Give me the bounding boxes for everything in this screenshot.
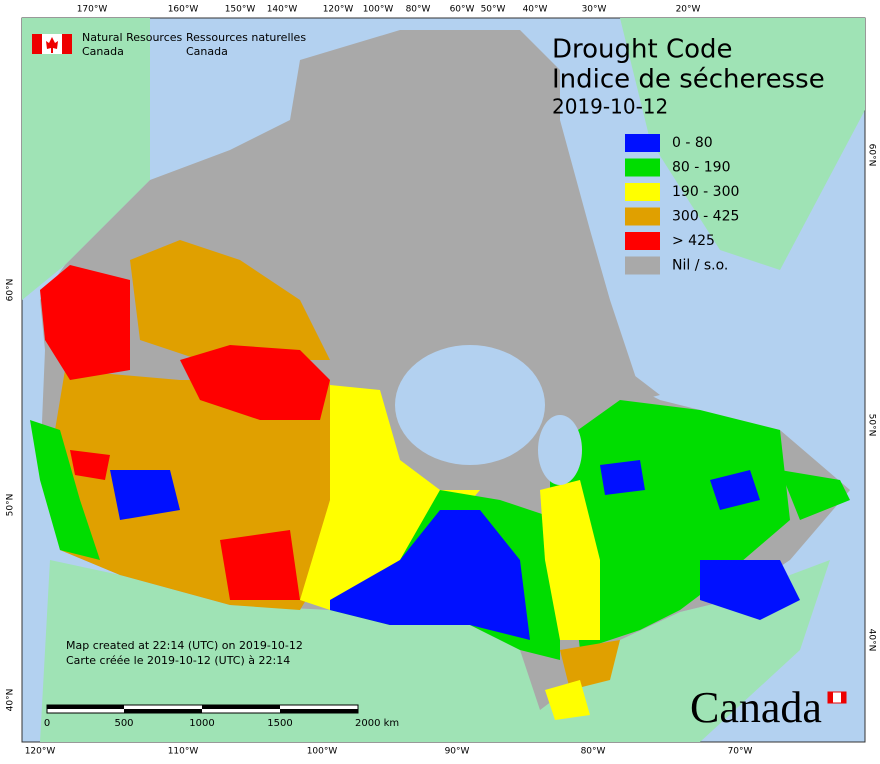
drought-zone [300, 385, 480, 610]
drought-zone [70, 450, 110, 480]
lon-label: 140°W [267, 5, 298, 15]
drought-zone [130, 240, 330, 360]
lon-label: 100°W [307, 747, 338, 757]
scale-label: 500 [114, 718, 133, 729]
scale-seg [124, 709, 202, 713]
lat-label: 40°N [6, 689, 16, 712]
date: 2019-10-12 [552, 95, 668, 119]
drought-zone [560, 640, 620, 690]
hudson-bay [395, 345, 545, 465]
drought-zone [600, 460, 645, 495]
drought-zone [110, 470, 180, 520]
lon-label: 170°W [77, 5, 108, 15]
legend-label: > 425 [672, 233, 715, 249]
agency-fr-2: Canada [186, 45, 228, 58]
lat-label: 60°N [6, 279, 16, 302]
drought-zone [180, 345, 330, 420]
drought-zone [540, 480, 600, 640]
scale-label: 1000 [189, 718, 214, 729]
agency-fr: Ressources naturelles [186, 31, 306, 44]
legend-swatch [625, 256, 660, 275]
legend-label: 300 - 425 [672, 209, 739, 225]
agency-en-2: Canada [82, 45, 124, 58]
wordmark: Canada [690, 683, 822, 732]
legend-swatch [625, 207, 660, 226]
legend-swatch [625, 183, 660, 201]
drought-zone [710, 470, 760, 510]
legend-swatch [625, 232, 660, 250]
drought-zone [700, 560, 800, 620]
wordmark-flag-bar [841, 692, 846, 703]
credit-fr: Carte créée le 2019-10-12 (UTC) à 22:14 [66, 654, 290, 667]
drought-zone [220, 530, 300, 600]
drought-zone [30, 420, 100, 560]
lon-label: 30°W [582, 5, 607, 15]
lon-label: 110°W [168, 747, 199, 757]
credit-en: Map created at 22:14 (UTC) on 2019-10-12 [66, 639, 303, 652]
lon-label: 50°W [481, 5, 506, 15]
lon-label: 80°W [406, 5, 431, 15]
drought-zone [40, 265, 130, 380]
james-bay [538, 415, 582, 485]
legend-label: 0 - 80 [672, 135, 713, 151]
scale-seg [280, 709, 358, 713]
lat-label: 50°N [867, 414, 877, 437]
drought-zone [630, 372, 660, 400]
lon-label: 90°W [445, 747, 470, 757]
title-fr: Indice de sécheresse [552, 65, 825, 95]
scale-label: 2000 km [355, 718, 399, 729]
lon-label: 120°W [25, 747, 56, 757]
title: Drought Code [552, 35, 733, 65]
lon-label: 40°W [523, 5, 548, 15]
legend-swatch [625, 158, 660, 177]
lon-label: 60°W [450, 5, 475, 15]
drought-zone [55, 370, 400, 610]
drought-zone [330, 510, 530, 640]
greenland [620, 18, 865, 270]
drought-zone [545, 680, 590, 720]
lat-label: 60°N [867, 144, 877, 167]
drought-zone [780, 470, 850, 520]
alaska [22, 18, 150, 300]
wordmark-flag-bar [828, 692, 833, 703]
drought-zone [550, 400, 790, 650]
lon-label: 150°W [225, 5, 256, 15]
lon-label: 80°W [581, 747, 606, 757]
legend-label: Nil / s.o. [672, 258, 728, 274]
flag-bar [32, 34, 42, 54]
lat-label: 50°N [6, 494, 16, 517]
maple-leaf [46, 37, 58, 53]
scale-seg [47, 705, 124, 709]
lon-label: 160°W [168, 5, 199, 15]
legend-label: 190 - 300 [672, 184, 739, 200]
agency-en: Natural Resources [82, 31, 183, 44]
lon-label: 100°W [363, 5, 394, 15]
scale-seg [202, 705, 280, 709]
zones [30, 240, 850, 720]
scale-label: 0 [44, 718, 50, 729]
lon-label: 20°W [676, 5, 701, 15]
scale-label: 1500 [267, 718, 292, 729]
legend-swatch [625, 134, 660, 152]
lat-label: 40°N [867, 629, 877, 652]
lon-label: 120°W [323, 5, 354, 15]
lon-label: 70°W [728, 747, 753, 757]
flag-bar [62, 34, 72, 54]
legend-label: 80 - 190 [672, 160, 731, 176]
